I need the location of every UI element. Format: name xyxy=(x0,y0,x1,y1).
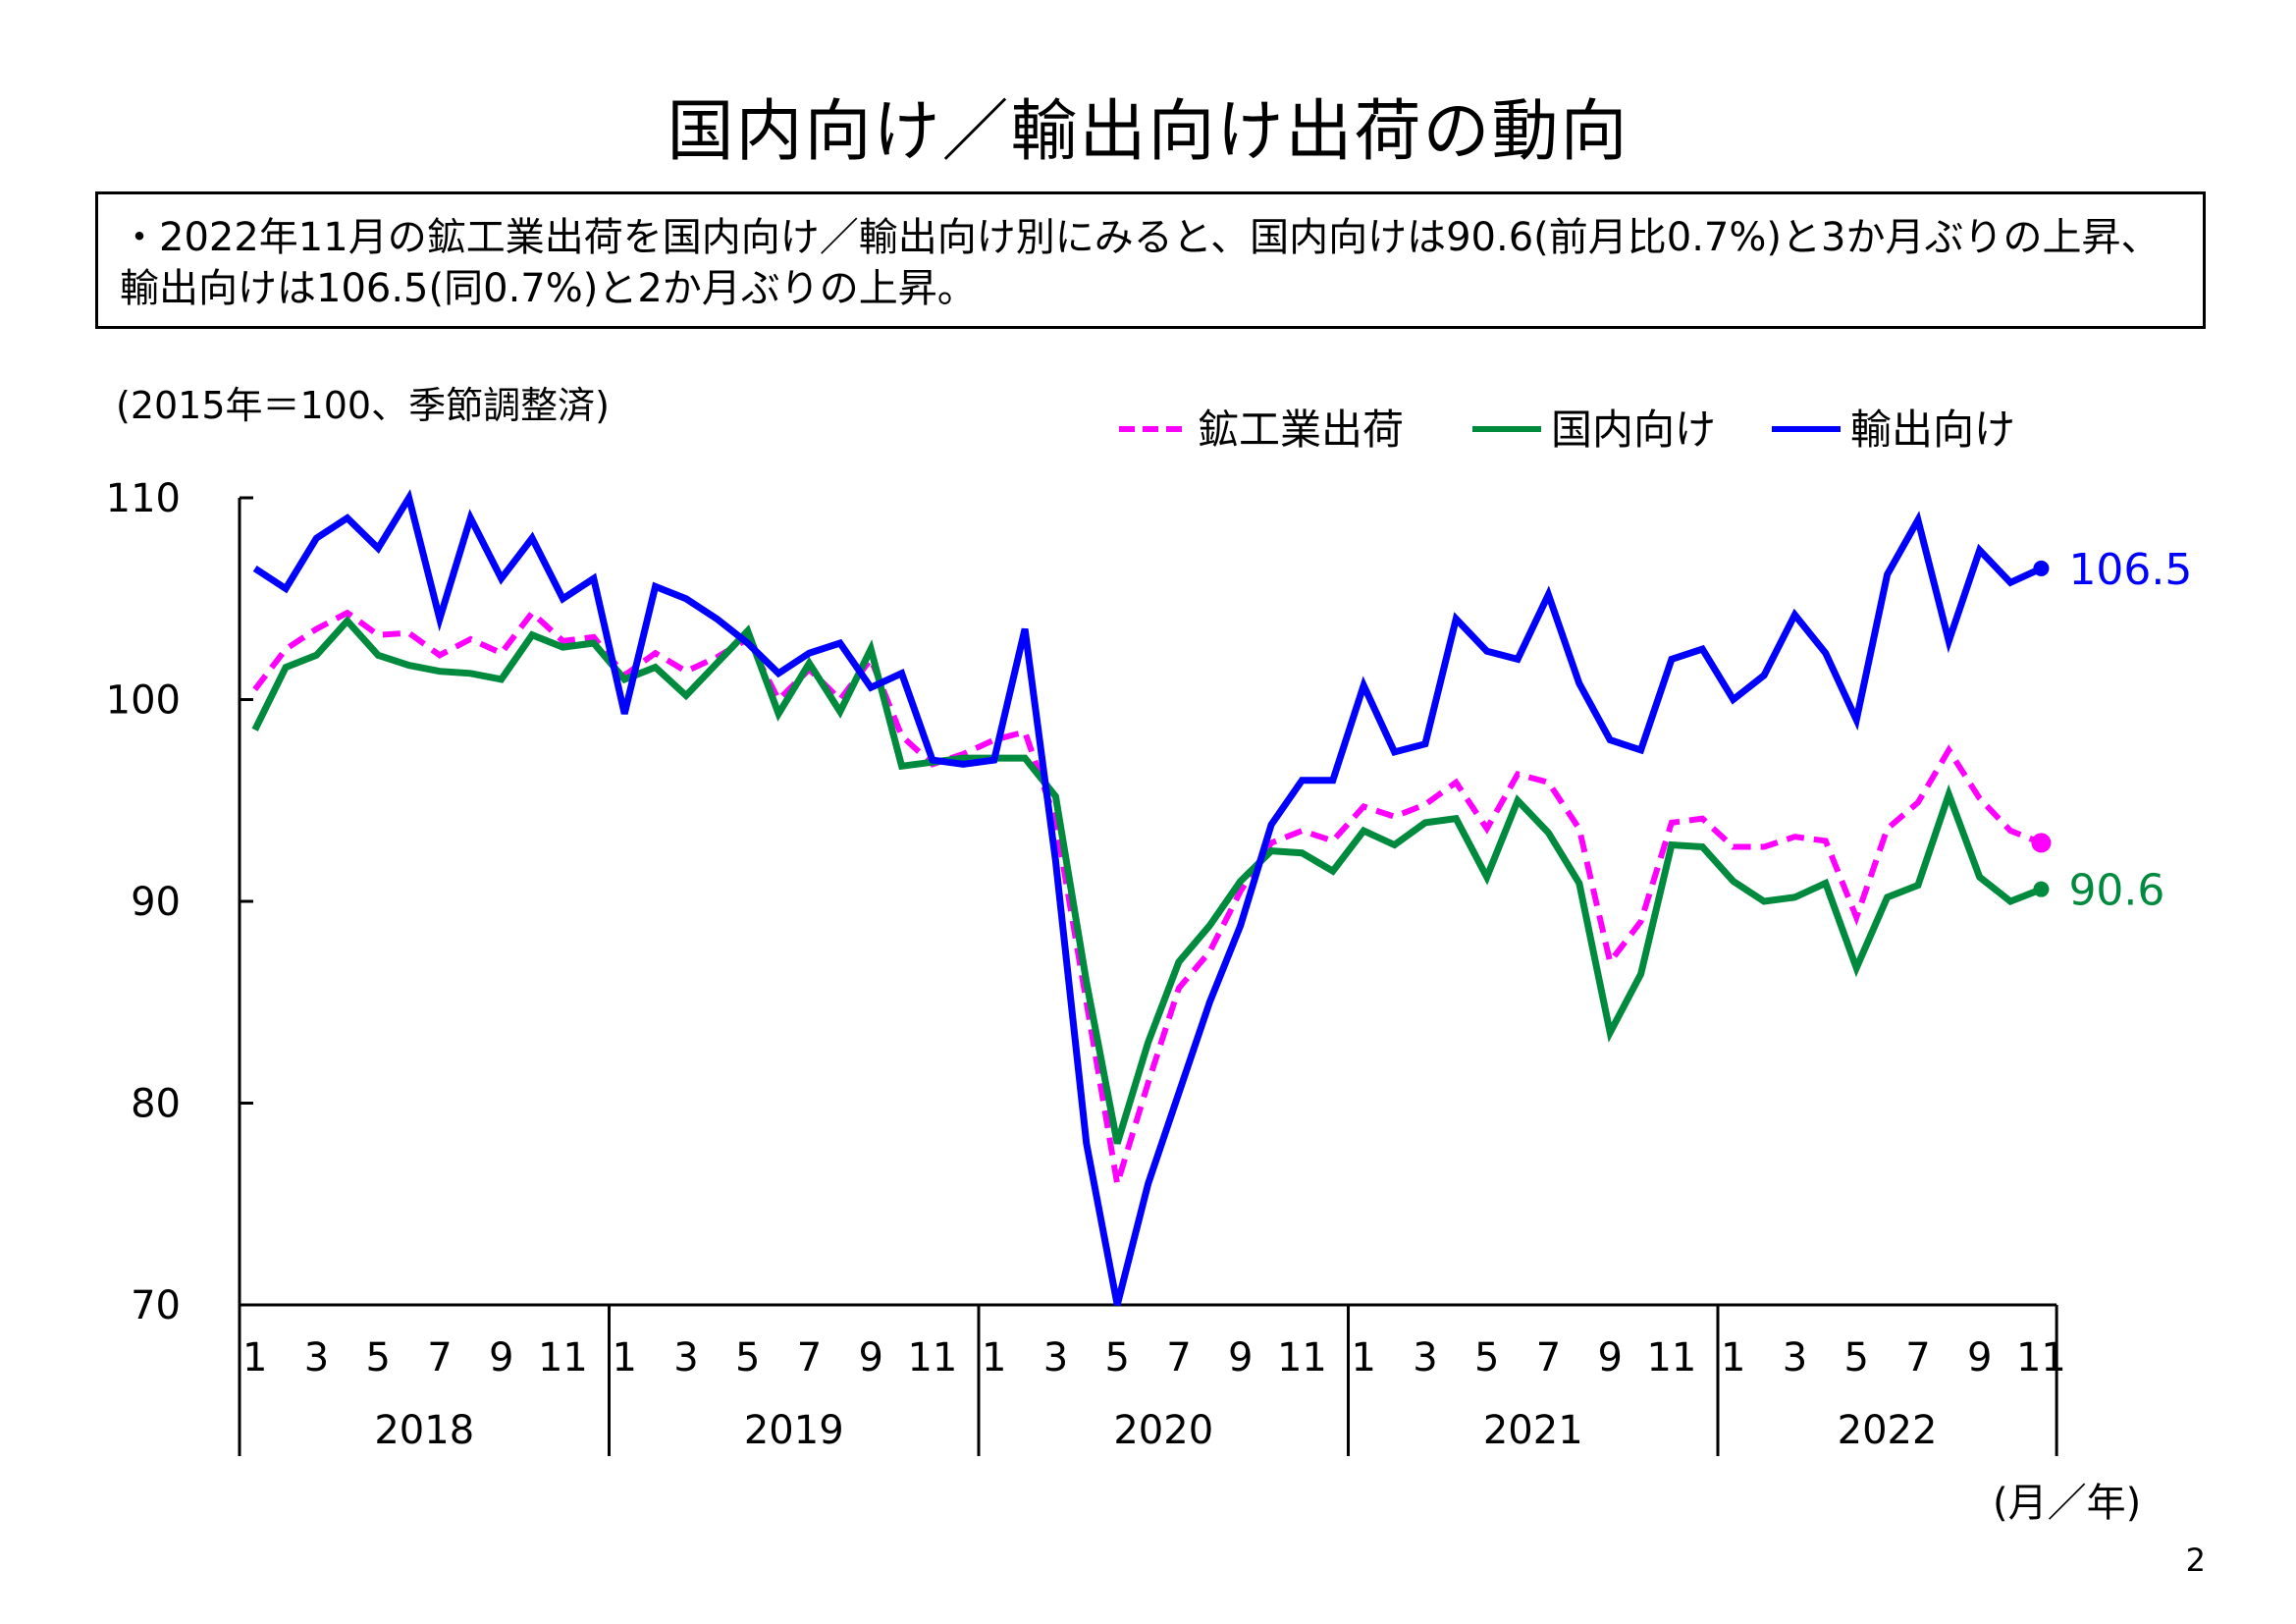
month-tick-label: 9 xyxy=(858,1335,882,1380)
page-title: 国内向け／輸出向け出荷の動向 xyxy=(667,93,1629,171)
month-tick-label: 11 xyxy=(538,1335,588,1380)
series-end-label-3: 106.5 xyxy=(2068,545,2192,595)
month-tick-label: 5 xyxy=(735,1335,760,1380)
unit-note: (2015年＝100、季節調整済) xyxy=(116,384,610,427)
series-line-1 xyxy=(252,608,2043,1185)
month-tick-label: 9 xyxy=(1228,1335,1253,1380)
month-tick-label: 3 xyxy=(1043,1335,1068,1380)
series-line-2 xyxy=(251,616,2043,1145)
month-tick-label: 1 xyxy=(982,1335,1006,1380)
month-tick-label: 1 xyxy=(1351,1335,1375,1380)
series-line-3 xyxy=(252,489,2043,1306)
month-tick-label: 3 xyxy=(304,1335,329,1380)
legend-label-1: 鉱工業出荷 xyxy=(1198,406,1404,454)
year-label: 2020 xyxy=(1113,1408,1213,1453)
month-tick-label: 5 xyxy=(1843,1335,1868,1380)
y-tick-label: 70 xyxy=(131,1283,181,1328)
month-tick-label: 11 xyxy=(1646,1335,1696,1380)
month-tick-label: 9 xyxy=(1967,1335,1992,1380)
y-tick-label: 110 xyxy=(106,476,181,521)
month-tick-label: 7 xyxy=(1905,1335,1930,1380)
month-tick-label: 9 xyxy=(1597,1335,1622,1380)
page-number: 2 xyxy=(2185,1542,2206,1579)
month-tick-label: 7 xyxy=(1166,1335,1191,1380)
month-tick-label: 1 xyxy=(242,1335,267,1380)
month-tick-label: 5 xyxy=(1104,1335,1129,1380)
month-tick-label: 1 xyxy=(1721,1335,1745,1380)
year-label: 2022 xyxy=(1838,1408,1938,1453)
y-tick-label: 100 xyxy=(106,678,181,724)
month-tick-label: 3 xyxy=(1783,1335,1807,1380)
month-tick-label: 11 xyxy=(1277,1335,1327,1380)
month-tick-label: 7 xyxy=(797,1335,822,1380)
series-end-label-2: 90.6 xyxy=(2068,866,2164,916)
month-tick-label: 3 xyxy=(1413,1335,1437,1380)
month-tick-label: 5 xyxy=(365,1335,390,1380)
legend-label-3: 輸出向け xyxy=(1850,406,2015,454)
x-axis-unit: (月／年) xyxy=(1993,1481,2142,1526)
month-tick-label: 5 xyxy=(1474,1335,1499,1380)
y-tick-label: 80 xyxy=(131,1082,181,1127)
y-tick-label: 90 xyxy=(131,880,181,925)
series-end-point-1 xyxy=(2031,833,2052,853)
month-tick-label: 1 xyxy=(612,1335,636,1380)
month-tick-label: 7 xyxy=(427,1335,452,1380)
summary-box: ・2022年11月の鉱工業出荷を国内向け／輸出向け別にみると、国内向けは90.6… xyxy=(95,191,2206,329)
month-tick-label: 9 xyxy=(489,1335,513,1380)
year-label: 2021 xyxy=(1483,1408,1583,1453)
year-label: 2019 xyxy=(744,1408,844,1453)
series-end-point-3 xyxy=(2033,560,2050,576)
series-end-point-2 xyxy=(2033,881,2050,897)
year-label: 2018 xyxy=(374,1408,474,1453)
month-tick-label: 3 xyxy=(673,1335,698,1380)
month-tick-label: 7 xyxy=(1536,1335,1561,1380)
legend-label-2: 国内向け xyxy=(1551,406,1716,454)
month-tick-label: 11 xyxy=(907,1335,957,1380)
month-tick-label: 11 xyxy=(2016,1335,2066,1380)
